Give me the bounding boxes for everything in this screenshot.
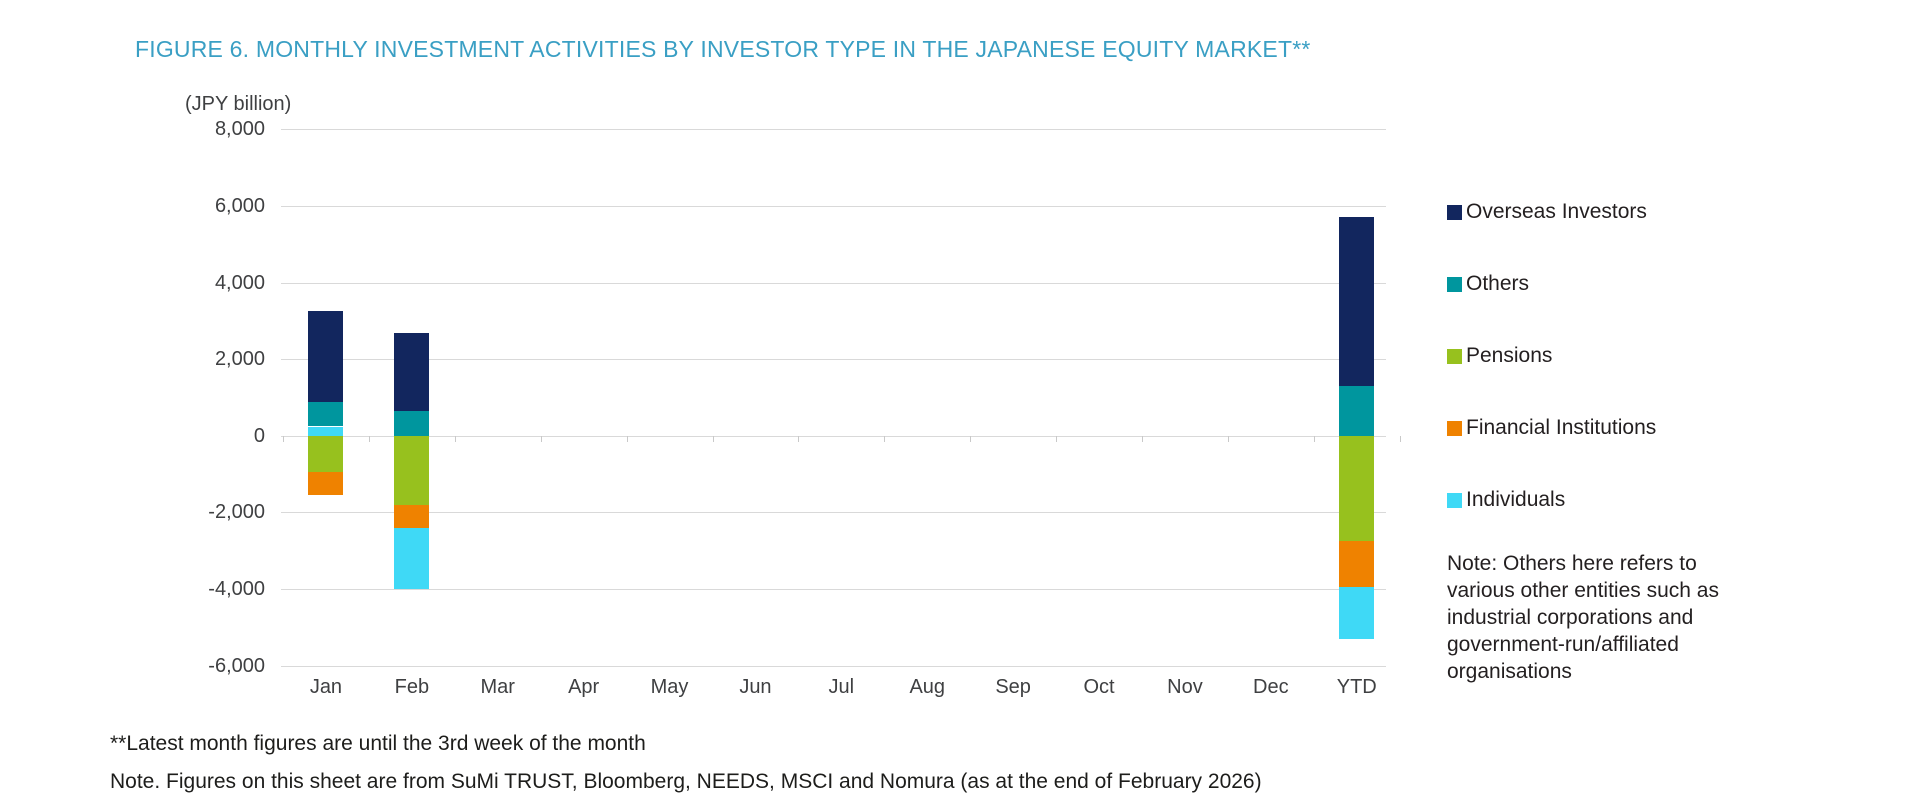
x-axis-tick — [970, 435, 972, 442]
bar-segment-jan-financial-institutions — [308, 472, 344, 495]
y-tick-label: 4,000 — [214, 271, 265, 294]
y-tick-label: 8,000 — [214, 118, 265, 141]
note-line: organisations — [1447, 660, 1572, 683]
gridline — [281, 129, 1386, 131]
x-axis-tick — [454, 435, 456, 442]
x-tick-label: YTD — [1336, 676, 1377, 698]
x-axis-tick — [283, 435, 284, 442]
gridline — [281, 205, 1386, 207]
x-tick-label: Mar — [480, 676, 515, 698]
y-tick-label: -4,000 — [208, 577, 265, 600]
legend-label: Overseas Investors — [1466, 200, 1647, 223]
x-axis-tick — [712, 435, 714, 442]
legend-item-others: Others — [1447, 272, 1530, 295]
note-line: various other entities such as — [1447, 579, 1719, 602]
legend-item-individuals: Individuals — [1447, 488, 1566, 511]
bar-segment-ytd-financial-institutions — [1339, 541, 1375, 587]
bar-segment-ytd-others — [1339, 386, 1375, 436]
footnote-latest-month: **Latest month figures are until the 3rd… — [110, 732, 646, 755]
x-tick-label: Nov — [1167, 676, 1203, 698]
bar-segment-ytd-individuals — [1339, 586, 1375, 639]
bar-segment-feb-others — [394, 410, 430, 436]
bar-segment-feb-individuals — [394, 528, 430, 589]
legend-label: Individuals — [1466, 488, 1566, 511]
legend-swatch — [1447, 492, 1462, 508]
x-axis-tick — [1399, 435, 1401, 442]
legend-label: Pensions — [1466, 344, 1553, 367]
x-axis-tick — [1227, 435, 1229, 442]
x-tick-label: Dec — [1253, 676, 1289, 698]
x-tick-label: Jul — [828, 676, 855, 698]
x-axis-tick — [884, 435, 886, 442]
x-tick-label: Oct — [1083, 676, 1115, 698]
bar-segment-feb-pensions — [394, 435, 430, 505]
y-tick-label: 6,000 — [214, 194, 265, 217]
legend-swatch — [1447, 276, 1462, 292]
bar-segment-feb-overseas-investors — [394, 332, 430, 411]
x-axis-tick — [798, 435, 800, 442]
legend-label: Others — [1466, 272, 1530, 295]
legend-swatch — [1447, 348, 1462, 364]
gridline — [281, 588, 1386, 590]
bar-segment-jan-others — [308, 401, 344, 427]
x-tick-label: Feb — [394, 676, 430, 698]
figure-title: FIGURE 6. MONTHLY INVESTMENT ACTIVITIES … — [135, 36, 1311, 62]
x-axis-tick — [1313, 435, 1315, 442]
legend-item-pensions: Pensions — [1447, 344, 1553, 367]
legend-swatch — [1447, 204, 1462, 220]
x-tick-label: Aug — [909, 676, 946, 698]
y-tick-label: -6,000 — [208, 654, 265, 677]
y-tick-label: 0 — [253, 424, 265, 447]
note-line: industrial corporations and — [1447, 606, 1694, 629]
gridline — [281, 435, 1386, 437]
x-tick-label: May — [650, 676, 689, 698]
y-tick-label: -2,000 — [208, 501, 265, 524]
legend-label: Financial Institutions — [1466, 416, 1657, 439]
legend-item-overseas-investors: Overseas Investors — [1447, 200, 1647, 223]
x-axis-tick — [368, 435, 370, 442]
legend-swatch — [1447, 420, 1462, 436]
x-tick-label: Jun — [739, 676, 772, 698]
bar-segment-jan-pensions — [308, 435, 344, 473]
bar-segment-jan-individuals — [308, 426, 344, 436]
gridline — [281, 512, 1386, 514]
y-axis-unit-label: (JPY billion) — [185, 93, 292, 115]
legend-item-financial-institutions: Financial Institutions — [1447, 416, 1657, 439]
bar-segment-ytd-pensions — [1339, 435, 1375, 542]
bar-segment-ytd-overseas-investors — [1339, 217, 1375, 387]
x-axis-tick — [540, 435, 542, 442]
x-tick-label: Sep — [995, 676, 1031, 698]
bar-segment-feb-financial-institutions — [394, 504, 430, 528]
gridline — [281, 359, 1386, 361]
note-line: government-run/affiliated — [1447, 633, 1679, 656]
x-tick-label: Jan — [309, 676, 343, 698]
note-text: Note: Others here refers to various other… — [1447, 550, 1777, 685]
note-line: Note: Others here refers to — [1447, 552, 1697, 575]
gridline — [281, 665, 1386, 667]
bar-segment-jan-overseas-investors — [308, 311, 344, 402]
x-tick-label: Apr — [568, 676, 600, 698]
x-axis-tick — [626, 435, 628, 442]
footnote-sources: Note. Figures on this sheet are from SuM… — [110, 770, 1262, 793]
gridline — [281, 282, 1386, 284]
x-axis-tick — [1142, 435, 1143, 442]
x-axis-tick — [1056, 435, 1058, 442]
y-tick-label: 2,000 — [214, 348, 265, 371]
